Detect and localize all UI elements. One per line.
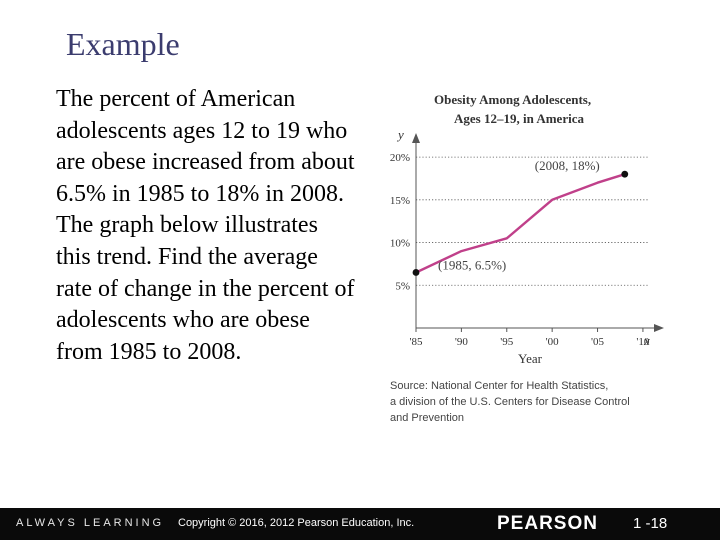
always-learning-text: ALWAYS LEARNING (16, 517, 165, 529)
y-tick-label: 15% (390, 195, 410, 207)
x-tick-label: '95 (500, 336, 513, 348)
x-tick-label: '00 (546, 336, 559, 348)
annotation-label: (2008, 18%) (535, 158, 600, 173)
data-point-2008 (621, 170, 629, 178)
y-axis-var: y (396, 127, 404, 142)
x-tick-label: '90 (455, 336, 468, 348)
y-tick-label: 20% (390, 152, 410, 164)
x-axis-label: Year (518, 351, 543, 366)
pearson-logo: PEARSON (497, 513, 598, 534)
slide-number: 1 -18 (633, 515, 668, 532)
source-line-3: and Prevention (390, 412, 464, 424)
y-axis-arrow (412, 133, 420, 143)
copyright-text: Copyright © 2016, 2012 Pearson Education… (178, 517, 415, 529)
series-line (415, 173, 626, 274)
y-tick-label: 5% (395, 280, 410, 292)
obesity-chart: Obesity Among Adolescents, Ages 12–19, i… (368, 86, 668, 431)
slide-body-text: The percent of American adolescents ages… (56, 86, 355, 365)
x-axis-var: x (643, 333, 650, 348)
chart-title-line-1: Obesity Among Adolescents, (434, 92, 591, 107)
source-line-1: Source: National Center for Health Stati… (390, 380, 608, 392)
annotation-label: (1985, 6.5%) (438, 257, 506, 272)
chart-svg: Obesity Among Adolescents, Ages 12–19, i… (390, 92, 664, 424)
source-line-2: a division of the U.S. Centers for Disea… (390, 396, 630, 408)
x-tick-label: '85 (410, 336, 423, 348)
chart-title-line-2: Ages 12–19, in America (454, 111, 584, 126)
x-tick-label: '10 (636, 336, 649, 348)
x-tick-label: '05 (591, 336, 604, 348)
y-tick-label: 10% (390, 238, 410, 250)
data-point-1985 (412, 269, 420, 276)
x-axis-arrow (654, 324, 664, 332)
footer-bar: ALWAYS LEARNING Copyright © 2016, 2012 P… (0, 508, 720, 540)
slide-title: Example (66, 26, 180, 62)
